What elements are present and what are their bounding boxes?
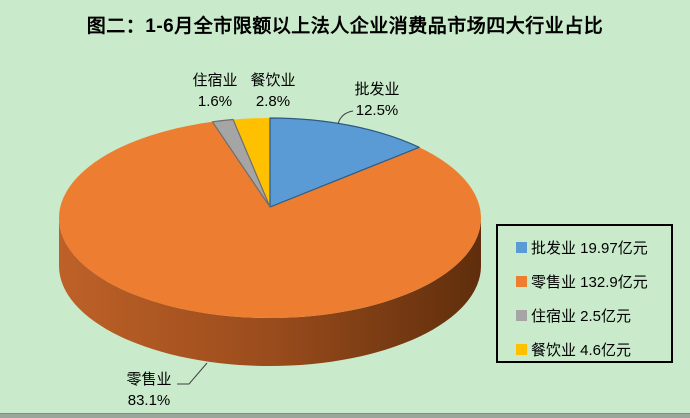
- slice-label-name: 批发业: [354, 81, 400, 98]
- legend-item-label: 批发业 19.97亿元: [531, 239, 648, 257]
- legend-swatch-icon: [516, 275, 527, 287]
- legend-swatch-icon: [516, 241, 527, 253]
- window-bottom-edge: [0, 413, 690, 418]
- slice-label-lingshou: 零售业 83.1%: [126, 369, 171, 411]
- leader-line-lingshou: [177, 362, 208, 385]
- legend-swatch-icon: [516, 309, 527, 321]
- legend-item-批发业: 批发业 19.97亿元: [516, 230, 671, 264]
- slice-label-percent: 12.5%: [355, 102, 399, 119]
- pie-slice-住宿业: [211, 118, 271, 208]
- legend: 批发业 19.97亿元 零售业 132.9亿元 住宿业 2.5亿元 餐饮业 4.6亿元: [496, 224, 673, 363]
- slice-label-pifa: 批发业 12.5%: [354, 79, 399, 121]
- legend-item-餐饮业: 餐饮业 4.6亿元: [516, 332, 671, 366]
- slice-label-percent: 83.1%: [127, 392, 171, 409]
- pie-slice-零售业: [58, 121, 481, 319]
- chart-title: 图二：1-6月全市限额以上法人企业消费品市场四大行业占比: [86, 16, 604, 37]
- pie-side: [59, 218, 481, 366]
- slice-label-zhusu: 住宿业 1.6%: [192, 70, 237, 112]
- legend-item-label: 住宿业 2.5亿元: [531, 307, 632, 325]
- slice-label-name: 住宿业: [192, 72, 238, 89]
- legend-swatch-icon: [516, 343, 527, 355]
- slice-label-percent: 2.8%: [255, 93, 291, 110]
- legend-item-零售业: 零售业 132.9亿元: [516, 264, 671, 298]
- legend-item-住宿业: 住宿业 2.5亿元: [516, 298, 671, 332]
- legend-item-label: 零售业 132.9亿元: [531, 273, 648, 291]
- slice-label-name: 零售业: [126, 371, 172, 388]
- slice-label-percent: 1.6%: [197, 93, 233, 110]
- pie-slice-批发业: [269, 117, 420, 208]
- slice-label-canyin: 餐饮业 2.8%: [250, 70, 295, 112]
- slice-label-name: 餐饮业: [250, 72, 296, 89]
- legend-item-label: 餐饮业 4.6亿元: [531, 341, 632, 359]
- leader-line-pifa: [337, 110, 354, 125]
